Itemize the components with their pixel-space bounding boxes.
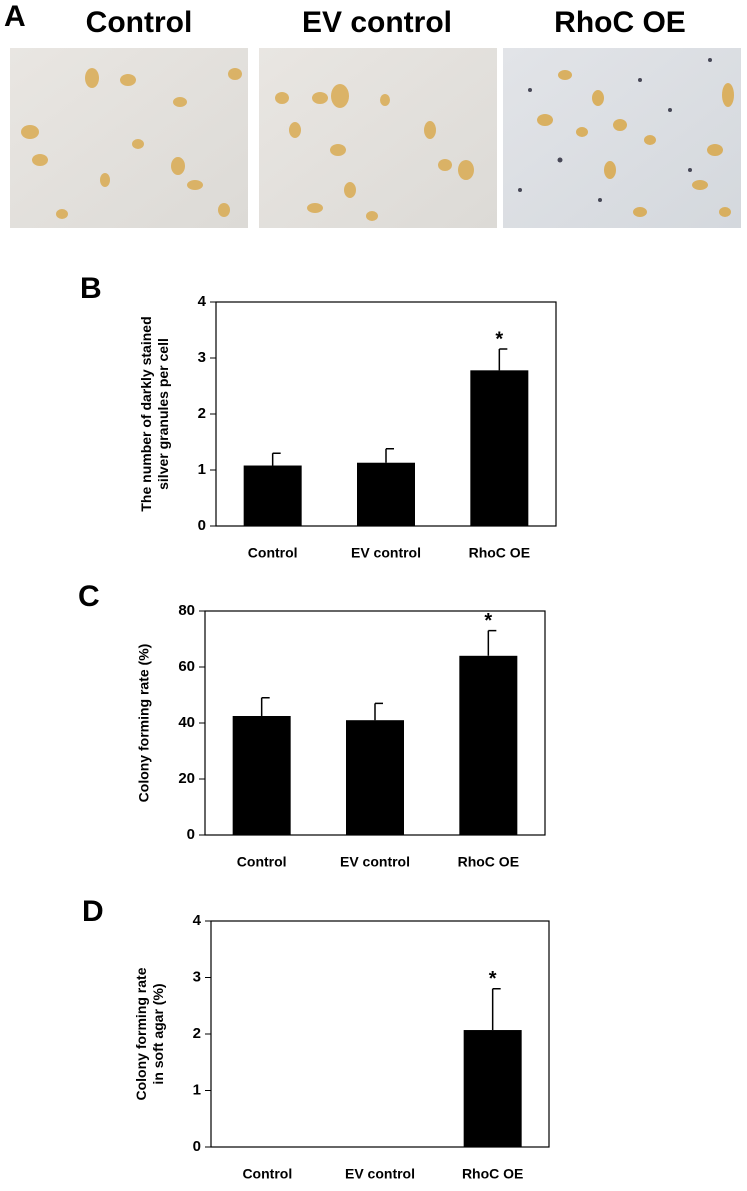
error-bar bbox=[498, 348, 508, 371]
x-tick-label: EV control bbox=[340, 854, 410, 870]
error-bar bbox=[487, 629, 497, 656]
significance-marker: * bbox=[489, 968, 497, 990]
y-axis-label: Colony forming rate (%) bbox=[136, 644, 152, 803]
error-bar bbox=[271, 452, 281, 466]
significance-marker: * bbox=[495, 328, 503, 350]
bar bbox=[243, 465, 302, 526]
error-bar bbox=[385, 447, 394, 463]
y-tick-label: 1 bbox=[198, 461, 206, 478]
panel-letter: D bbox=[82, 895, 104, 928]
y-tick-label: 1 bbox=[193, 1081, 201, 1098]
plot-frame bbox=[210, 920, 550, 1148]
x-tick-label: RhoC OE bbox=[469, 545, 530, 561]
panel-letter: B bbox=[80, 272, 102, 305]
bar bbox=[232, 716, 291, 835]
panel-letter: A bbox=[4, 0, 26, 33]
x-tick-label: Control bbox=[248, 545, 298, 561]
photo bbox=[503, 48, 741, 228]
x-tick-label: RhoC OE bbox=[458, 854, 519, 870]
y-tick-label: 80 bbox=[178, 602, 195, 619]
photo-label: EV control bbox=[302, 6, 452, 39]
y-tick-label: 2 bbox=[193, 1025, 201, 1042]
x-tick-label: Control bbox=[237, 854, 287, 870]
y-tick-label: 3 bbox=[198, 349, 206, 366]
y-axis-label: Colony forming rate bbox=[133, 967, 149, 1100]
photo bbox=[259, 48, 497, 228]
bar bbox=[357, 462, 415, 526]
significance-marker: * bbox=[484, 610, 492, 632]
bar bbox=[463, 1030, 522, 1147]
y-axis-label: in soft agar (%) bbox=[150, 983, 166, 1084]
y-tick-label: 0 bbox=[187, 826, 195, 843]
plot-frame bbox=[215, 301, 557, 527]
y-tick-label: 2 bbox=[198, 405, 206, 422]
error-bar bbox=[374, 702, 383, 721]
x-tick-label: Control bbox=[242, 1166, 292, 1182]
photo-label: RhoC OE bbox=[554, 6, 686, 39]
bar bbox=[459, 655, 518, 835]
plot-frame bbox=[204, 610, 546, 836]
photo bbox=[10, 48, 248, 228]
y-tick-label: 0 bbox=[198, 517, 206, 534]
error-bar bbox=[260, 697, 270, 716]
x-tick-label: EV control bbox=[351, 545, 421, 561]
bar bbox=[470, 370, 529, 526]
x-tick-label: EV control bbox=[345, 1166, 415, 1182]
y-tick-label: 4 bbox=[193, 912, 202, 929]
photo-label: Control bbox=[86, 6, 193, 39]
y-tick-label: 3 bbox=[193, 968, 201, 985]
y-axis-label: The number of darkly stained bbox=[138, 316, 154, 511]
y-tick-label: 40 bbox=[178, 714, 195, 731]
bar bbox=[346, 720, 404, 835]
y-tick-label: 0 bbox=[193, 1138, 201, 1155]
panel-letter: C bbox=[78, 580, 100, 613]
y-tick-label: 60 bbox=[178, 658, 195, 675]
error-bar bbox=[491, 988, 501, 1031]
y-tick-label: 20 bbox=[178, 770, 195, 787]
y-tick-label: 4 bbox=[198, 293, 207, 310]
y-axis-label: silver granules per cell bbox=[155, 338, 171, 490]
x-tick-label: RhoC OE bbox=[462, 1166, 523, 1182]
